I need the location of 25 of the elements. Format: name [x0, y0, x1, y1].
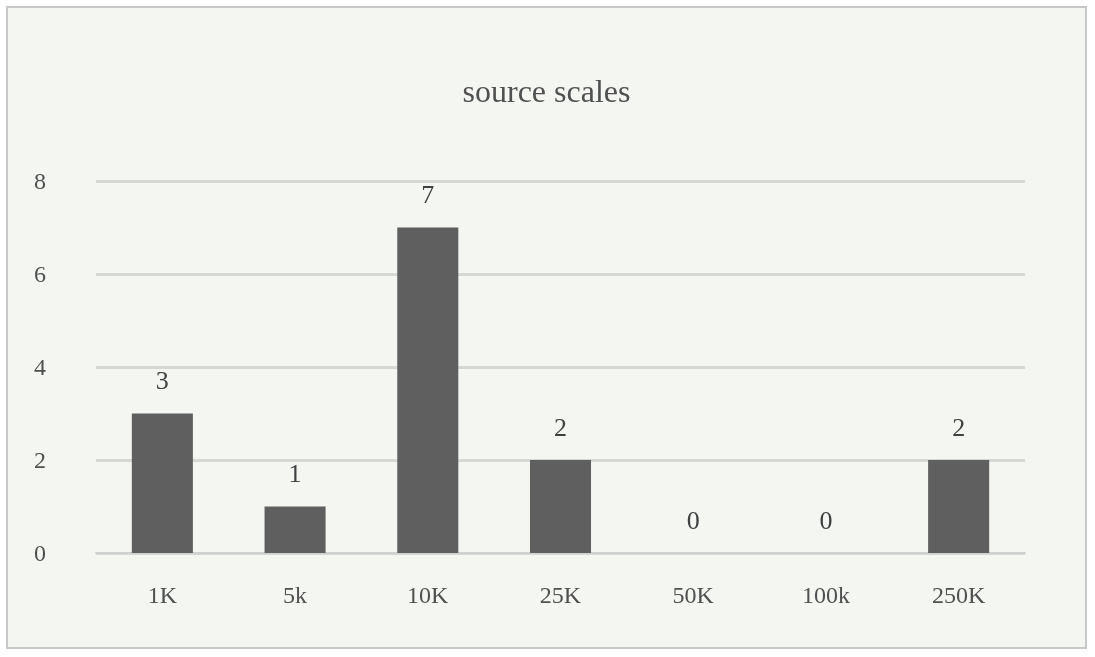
bar [264, 506, 326, 553]
x-tick-label: 100k [801, 582, 850, 608]
data-label: 0 [819, 505, 833, 535]
data-label: 2 [952, 412, 966, 442]
data-label: 2 [554, 412, 567, 442]
x-tick-label: 10K [407, 582, 450, 608]
bar [529, 460, 592, 553]
y-tick-label: 8 [34, 168, 46, 194]
y-tick-label: 4 [34, 354, 46, 380]
x-tick-label: 50K [672, 582, 715, 608]
data-label: 0 [686, 505, 700, 535]
y-tick-label: 6 [34, 261, 46, 287]
data-label: 7 [421, 180, 435, 209]
x-tick-label: 250K [931, 582, 986, 608]
x-tick-label: 5k [283, 582, 308, 608]
bar [131, 413, 193, 553]
data-label: 3 [155, 366, 169, 395]
chart-title: source scales [462, 73, 631, 109]
y-tick-label: 0 [34, 540, 46, 566]
data-label: 1 [288, 459, 302, 488]
x-tick-label: 1K [147, 582, 178, 608]
y-tick-label: 2 [34, 447, 46, 473]
bar [397, 227, 459, 553]
x-tick-label: 25K [539, 582, 582, 608]
bar [928, 460, 990, 553]
